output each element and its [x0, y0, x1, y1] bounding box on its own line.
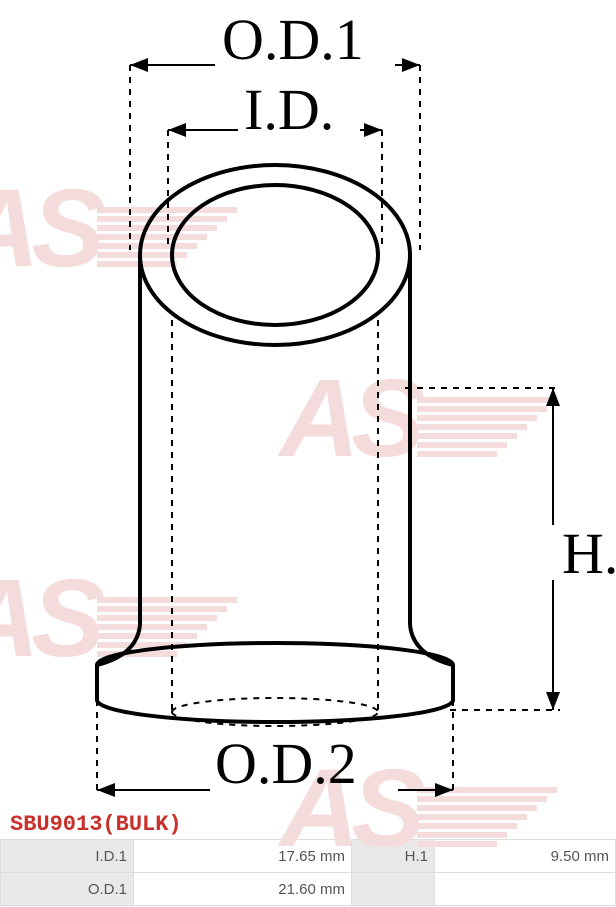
table-row: I.D.1 17.65 mm H.1 9.50 mm — [1, 840, 616, 873]
spec-key: O.D.1 — [1, 873, 134, 906]
technical-diagram: AS AS AS AS O.D.1 I.D. H. O.D.2 — [0, 0, 616, 810]
spec-value — [435, 873, 616, 906]
spec-key — [352, 873, 435, 906]
spec-value: 9.50 mm — [435, 840, 616, 873]
spec-key: H.1 — [352, 840, 435, 873]
spec-key: I.D.1 — [1, 840, 134, 873]
spec-value: 21.60 mm — [134, 873, 352, 906]
label-od2: O.D.2 — [215, 730, 357, 797]
label-id: I.D. — [244, 76, 334, 143]
product-title: SBU9013(BULK) — [10, 812, 616, 837]
table-row: O.D.1 21.60 mm — [1, 873, 616, 906]
spec-table: I.D.1 17.65 mm H.1 9.50 mm O.D.1 21.60 m… — [0, 839, 616, 906]
label-h: H. — [562, 520, 616, 587]
label-od1: O.D.1 — [222, 6, 364, 73]
spec-value: 17.65 mm — [134, 840, 352, 873]
